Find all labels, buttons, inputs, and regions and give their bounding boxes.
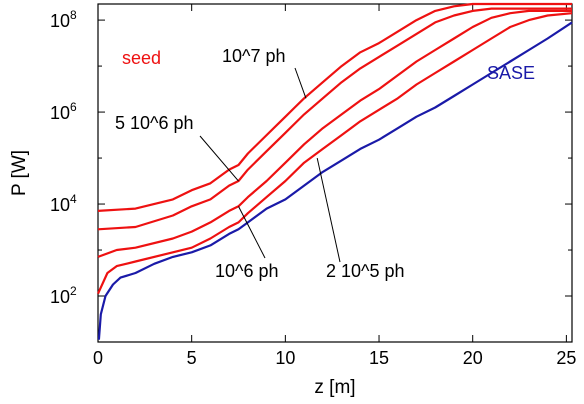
x-tick-label: 15 [369, 348, 389, 368]
y-axis-label: P [W] [9, 150, 30, 196]
seed-label: seed [122, 48, 161, 68]
series-line [97, 9, 572, 258]
x-tick-label: 10 [275, 348, 295, 368]
axis-ticks: 0 5 10 15 20 25 102 104 106 108 [50, 4, 576, 368]
annotation-pointer [199, 135, 239, 182]
label-1e7-ph: 10^7 ph [222, 46, 286, 66]
label-5e6-ph: 5 10^6 ph [115, 113, 194, 133]
x-axis-label: z [m] [314, 377, 355, 398]
sase-label: SASE [487, 63, 535, 83]
annotation-pointers [199, 67, 341, 263]
series-line [97, 21, 573, 340]
y-tick-label: 102 [50, 284, 77, 307]
annotation-pointer [294, 67, 307, 99]
series-line [96, 12, 573, 295]
annotation-pointer [238, 206, 266, 259]
y-tick-label: 106 [50, 100, 77, 123]
y-tick-label: 104 [50, 192, 77, 215]
series-line [97, 2, 572, 212]
label-1e6-ph: 10^6 ph [215, 261, 279, 281]
x-tick-label: 0 [93, 348, 103, 368]
series-line [97, 7, 572, 231]
series-lines [96, 2, 573, 340]
annotation-pointer [316, 157, 341, 263]
x-tick-label: 25 [556, 348, 576, 368]
y-tick-label: 108 [50, 8, 77, 31]
x-tick-label: 20 [463, 348, 483, 368]
label-2e5-ph: 2 10^5 ph [326, 261, 405, 281]
x-tick-label: 5 [187, 348, 197, 368]
plot-frame [97, 3, 573, 343]
